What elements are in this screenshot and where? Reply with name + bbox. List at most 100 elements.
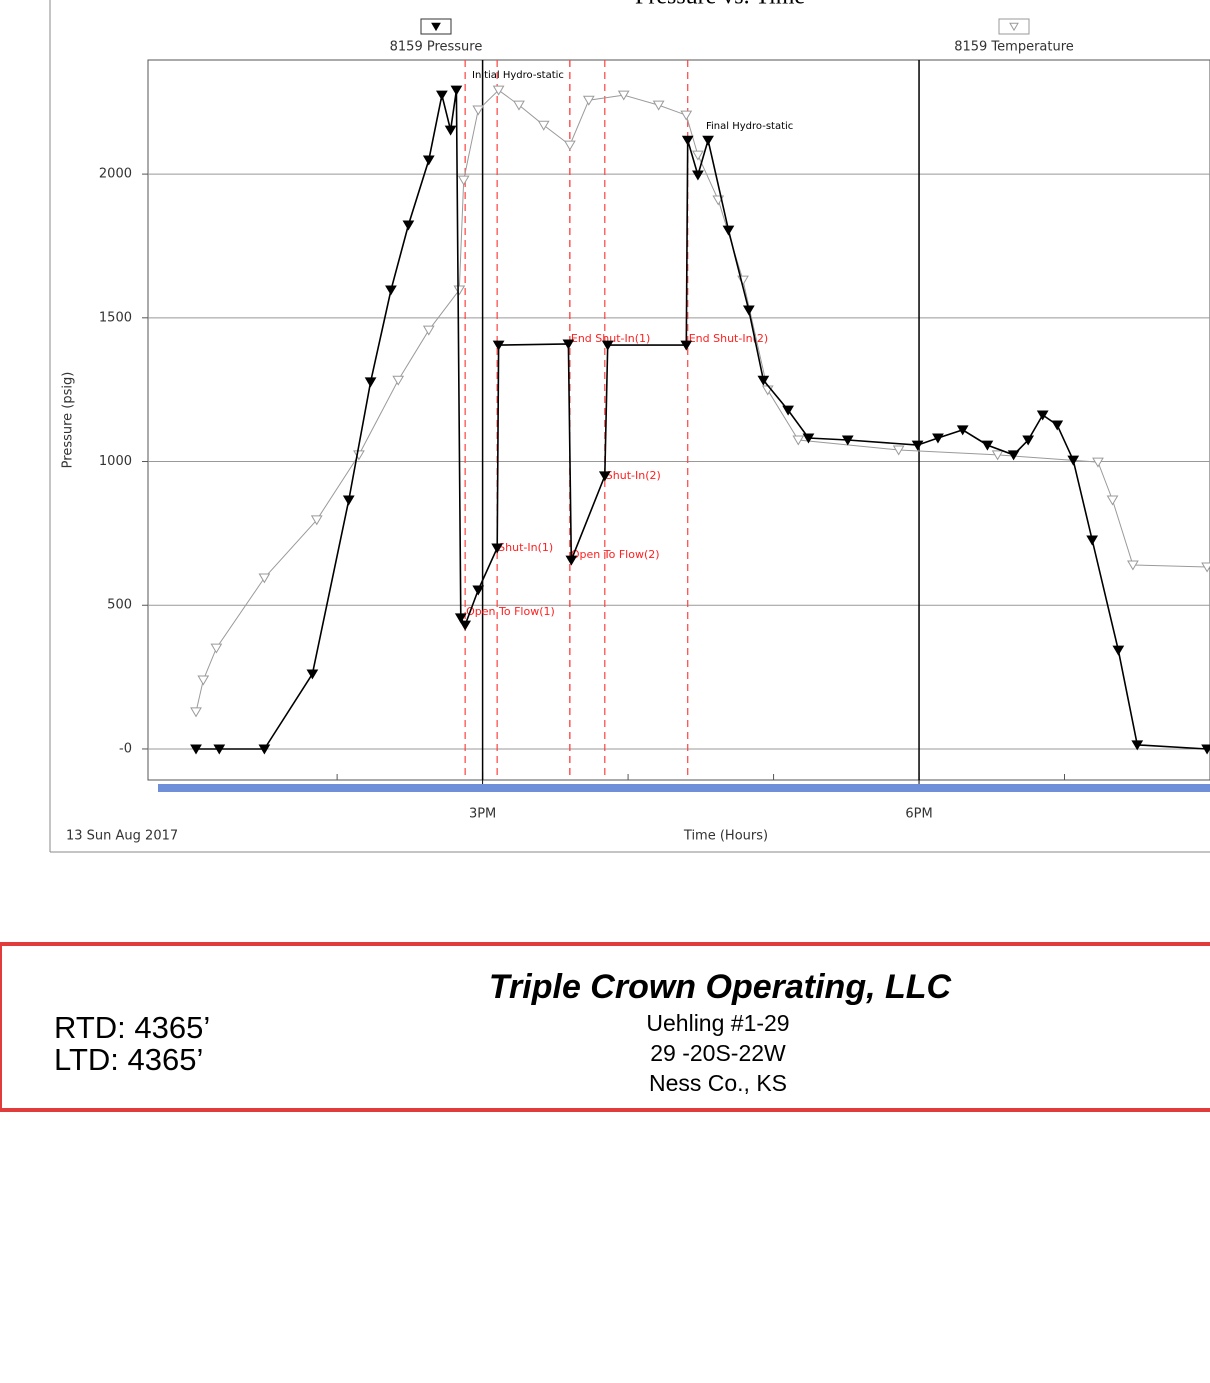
marker [422, 155, 435, 166]
marker [742, 305, 755, 316]
marker [392, 375, 405, 386]
legend-label: 8159 Temperature [954, 40, 1074, 55]
marker [457, 175, 470, 186]
date-label: 13 Sun Aug 2017 [66, 829, 178, 844]
marker [757, 375, 770, 386]
marker [737, 275, 749, 286]
event-label: End Shut-In(1) [571, 332, 650, 345]
x-axis-label: Time (Hours) [683, 829, 768, 844]
plot-area [147, 59, 1210, 781]
marker [1127, 560, 1139, 571]
marker [562, 339, 575, 350]
marker [722, 225, 735, 236]
marker [932, 433, 944, 444]
event-label: Shut-In(1) [498, 541, 553, 554]
x-tick-label: 3PM [469, 807, 496, 822]
time-band [158, 784, 1210, 792]
event-label: Open To Flow(2) [571, 548, 660, 561]
marker [197, 675, 210, 686]
marker [617, 90, 630, 101]
y-tick-label: -0 [119, 741, 132, 756]
marker [472, 585, 485, 596]
well-line: 29 -20S-22W [650, 1040, 786, 1066]
marker [402, 220, 415, 231]
marker [792, 435, 805, 446]
marker [491, 543, 504, 554]
marker [459, 620, 472, 631]
marker [991, 450, 1004, 461]
marker [492, 85, 505, 96]
y-tick-label: 1500 [99, 310, 132, 325]
marker [1131, 740, 1144, 751]
marker [1086, 535, 1099, 546]
marker [680, 340, 693, 351]
marker [450, 85, 463, 96]
event-label: Shut-In(2) [606, 469, 661, 482]
marker [841, 435, 854, 446]
marker [258, 573, 271, 584]
marker [213, 744, 226, 755]
y-tick-label: 500 [107, 598, 132, 613]
marker [385, 285, 397, 296]
marker [782, 405, 794, 416]
marker [601, 340, 614, 351]
marker [892, 445, 905, 456]
marker [1022, 435, 1035, 446]
marker [1051, 420, 1064, 431]
marker [190, 744, 202, 755]
rtd: RTD: 4365’ [54, 1010, 211, 1045]
marker [364, 377, 377, 388]
series-line [195, 89, 1208, 713]
x-tick-label: 6PM [905, 807, 932, 822]
annotation: Initial Hydro-static [472, 70, 564, 81]
marker [956, 425, 969, 436]
marker [1007, 450, 1020, 461]
marker [472, 105, 485, 116]
marker [702, 135, 714, 146]
marker [190, 707, 202, 718]
marker [422, 325, 435, 336]
y-tick-label: 1000 [99, 454, 132, 469]
event-label: Open To Flow(1) [466, 605, 555, 618]
company: Triple Crown Operating, LLC [488, 968, 952, 1006]
marker [537, 120, 550, 131]
marker [453, 285, 466, 296]
annotation: Final Hydro-static [706, 121, 793, 132]
marker [306, 669, 319, 680]
y-axis-label: Pressure (psig) [61, 372, 76, 469]
marker [1092, 457, 1104, 468]
marker [911, 440, 924, 451]
marker [1112, 645, 1125, 656]
marker [353, 450, 365, 461]
marker [981, 440, 994, 451]
marker [565, 555, 578, 566]
chart: Pressure vs. Time Pressure (psig) Time (… [49, 0, 1210, 853]
marker [598, 471, 611, 482]
marker [342, 495, 355, 506]
legend-marker [431, 22, 441, 32]
marker [802, 433, 815, 444]
well-line: Ness Co., KS [648, 1070, 788, 1096]
footer-box: Triple Crown Operating, LLC Uehling #1-2… [0, 942, 1210, 1112]
marker [652, 100, 665, 111]
marker [492, 340, 505, 351]
marker [513, 100, 525, 111]
marker [310, 515, 323, 526]
marker [692, 170, 704, 181]
marker [435, 90, 448, 101]
marker [258, 744, 271, 755]
marker [210, 643, 223, 654]
ltd: LTD: 4365’ [54, 1042, 204, 1077]
legend-label: 8159 Pressure [390, 40, 483, 55]
y-tick-label: 2000 [99, 167, 132, 182]
marker [1106, 495, 1119, 506]
marker [692, 150, 704, 161]
marker [564, 140, 576, 151]
marker [1067, 455, 1080, 466]
well-line: Uehling #1-29 [646, 1010, 790, 1036]
marker [1036, 410, 1049, 421]
series-line [196, 90, 1208, 750]
chart-title: Pressure vs. Time [635, 0, 805, 10]
event-label: End Shut-In(2) [689, 332, 768, 345]
marker [681, 135, 694, 146]
